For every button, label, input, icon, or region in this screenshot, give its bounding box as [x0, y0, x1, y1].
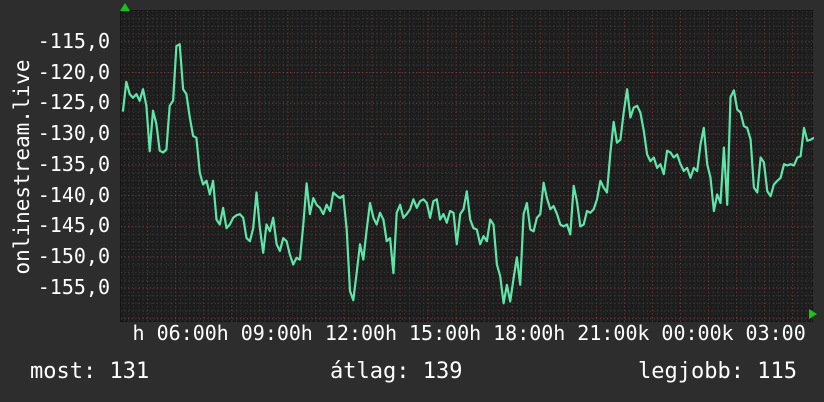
x-tick-label: k 03:00: [721, 321, 806, 345]
stat-most-label: most:: [30, 359, 97, 384]
y-tick-label: -145,0: [37, 213, 110, 238]
stat-atlag-label: átlag:: [330, 359, 410, 384]
ping-line-series: [121, 43, 814, 305]
x-tick-label: h 12:00: [300, 321, 386, 345]
x-tick-label: k 00:00: [637, 321, 722, 345]
stat-atlag-value: 139: [422, 359, 463, 384]
stat-legjobb-value: 115: [757, 359, 797, 384]
y-tick-label: -150,0: [37, 244, 110, 269]
stat-most-value: 131: [109, 359, 150, 384]
y-tick-label: -120,0: [37, 59, 110, 84]
plot-area: [120, 10, 814, 323]
y-tick-label: -135,0: [37, 151, 110, 176]
x-tick-label: h 15:00: [384, 321, 470, 345]
x-tick-label: h 06:00: [132, 321, 217, 345]
stat-most: most: 131: [30, 359, 149, 385]
y-tick-label: -115,0: [37, 28, 110, 53]
stat-atlag: átlag: 139: [330, 359, 462, 385]
stat-legjobb: legjobb: 115: [638, 359, 797, 385]
x-tick-label: h 09:00: [216, 321, 301, 345]
x-tick-label: h 18:00: [469, 321, 554, 345]
stat-legjobb-space: [744, 359, 757, 384]
stats-row: most: 131 átlag: 139 legjobb: 115: [0, 359, 824, 387]
chart-canvas: [121, 11, 814, 323]
stat-most-space: [96, 359, 109, 384]
y-tick-label: -130,0: [37, 121, 110, 146]
stat-atlag-space: [409, 359, 422, 384]
x-tick-label: h 21:00: [553, 321, 638, 345]
up-arrow-icon: [120, 3, 130, 11]
stat-legjobb-label: legjobb:: [638, 359, 744, 384]
y-tick-label: -155,0: [37, 274, 110, 299]
y-tick-label: -140,0: [37, 182, 110, 207]
y-tick-label: -125,0: [37, 90, 110, 115]
right-arrow-icon: [809, 309, 817, 319]
